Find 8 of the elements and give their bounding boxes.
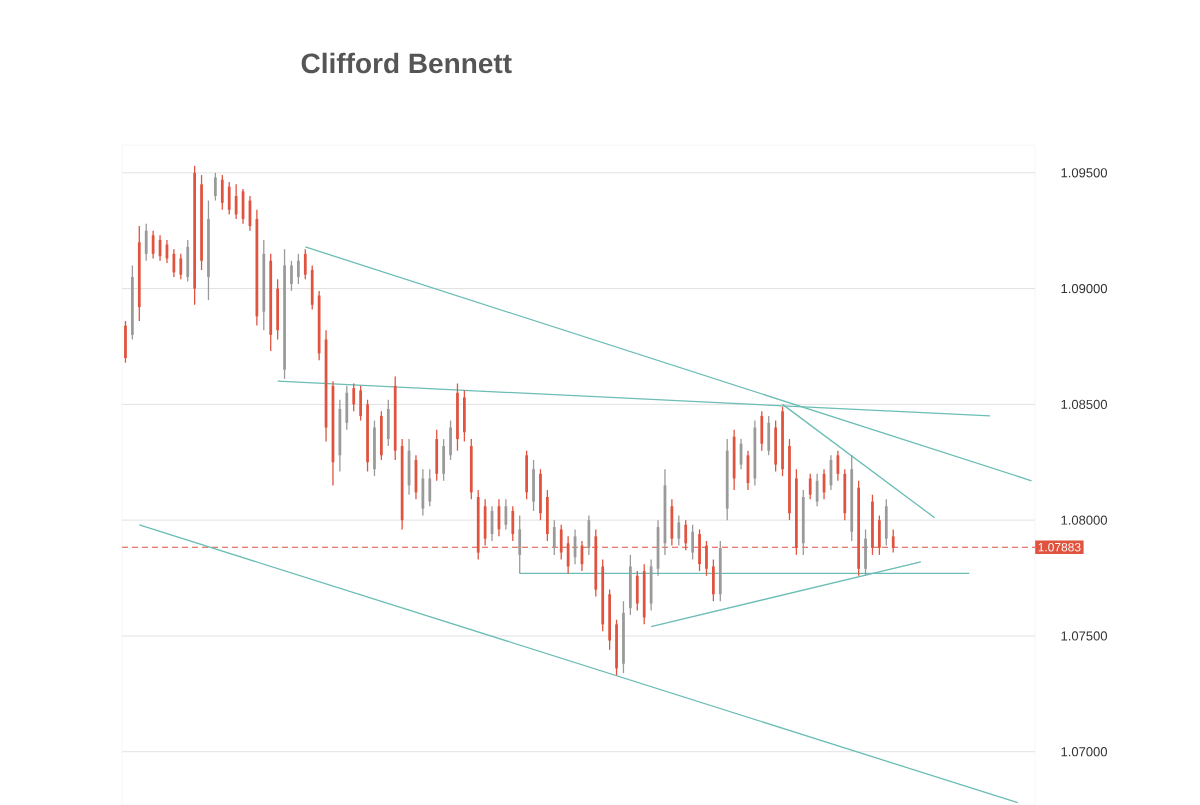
y-tick-label: 1.09000 <box>1061 283 1108 294</box>
y-tick-label: 1.07000 <box>1061 747 1108 757</box>
y-tick-label: 1.08500 <box>1061 399 1108 409</box>
y-tick-label: 1.09500 <box>1061 168 1108 178</box>
y-tick-label: 1.08000 <box>1061 515 1108 525</box>
y-tick-label: 1.07500 <box>1061 631 1108 641</box>
ref-line-label: 1.07883 <box>1038 542 1081 552</box>
chart-title: Clifford Bennett <box>301 52 512 74</box>
